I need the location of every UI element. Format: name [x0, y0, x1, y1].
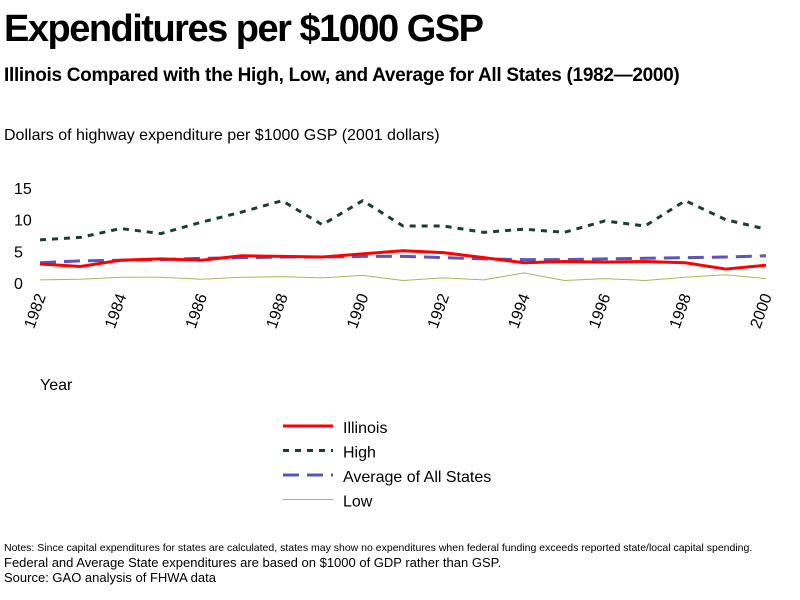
chart-title: Expenditures per $1000 GSP: [4, 8, 484, 50]
x-tick-label: 1986: [183, 291, 211, 330]
x-tick-label: 1998: [667, 291, 695, 330]
legend: Illinois High Average of All States Low: [283, 420, 491, 511]
y-axis-label: Dollars of highway expenditure per $1000…: [4, 127, 440, 144]
series-line-high: [39, 199, 767, 242]
x-tick-label: 1994: [506, 291, 534, 330]
x-tick-label: 1982: [22, 291, 50, 330]
x-tick-label: 1988: [264, 291, 292, 330]
source-line: Source: GAO analysis of FHWA data: [4, 570, 216, 586]
x-tick-label: 1990: [344, 291, 372, 330]
legend-label: High: [343, 445, 376, 462]
y-tick-label: 10: [14, 213, 32, 230]
series-line-illinois: [39, 249, 767, 271]
legend-label: Illinois: [343, 420, 387, 437]
y-axis: 0 5 10 15: [14, 181, 32, 293]
x-tick-label: 2000: [748, 291, 776, 330]
x-axis: 1982 1984 1986 1988 1990 1992 1994 1996 1998 2000: [22, 291, 776, 330]
x-tick-label: 1992: [425, 291, 453, 330]
y-tick-label: 0: [14, 276, 23, 293]
notes: Notes: Since capital expenditures for st…: [4, 542, 752, 586]
x-axis-label: Year: [40, 377, 73, 394]
legend-label: Average of All States: [343, 469, 491, 486]
legend-label: Low: [343, 494, 373, 511]
y-tick-label: 5: [14, 244, 23, 261]
series-line-low: [39, 272, 767, 281]
x-tick-label: 1984: [102, 291, 130, 330]
chart-subtitle: Illinois Compared with the High, Low, an…: [4, 65, 680, 86]
y-tick-label: 15: [14, 181, 32, 198]
notes-line: Notes: Since capital expenditures for st…: [4, 542, 753, 554]
notes-line: Federal and Average State expenditures a…: [4, 554, 502, 570]
x-tick-label: 1996: [586, 291, 614, 330]
plot-area: [39, 199, 767, 281]
